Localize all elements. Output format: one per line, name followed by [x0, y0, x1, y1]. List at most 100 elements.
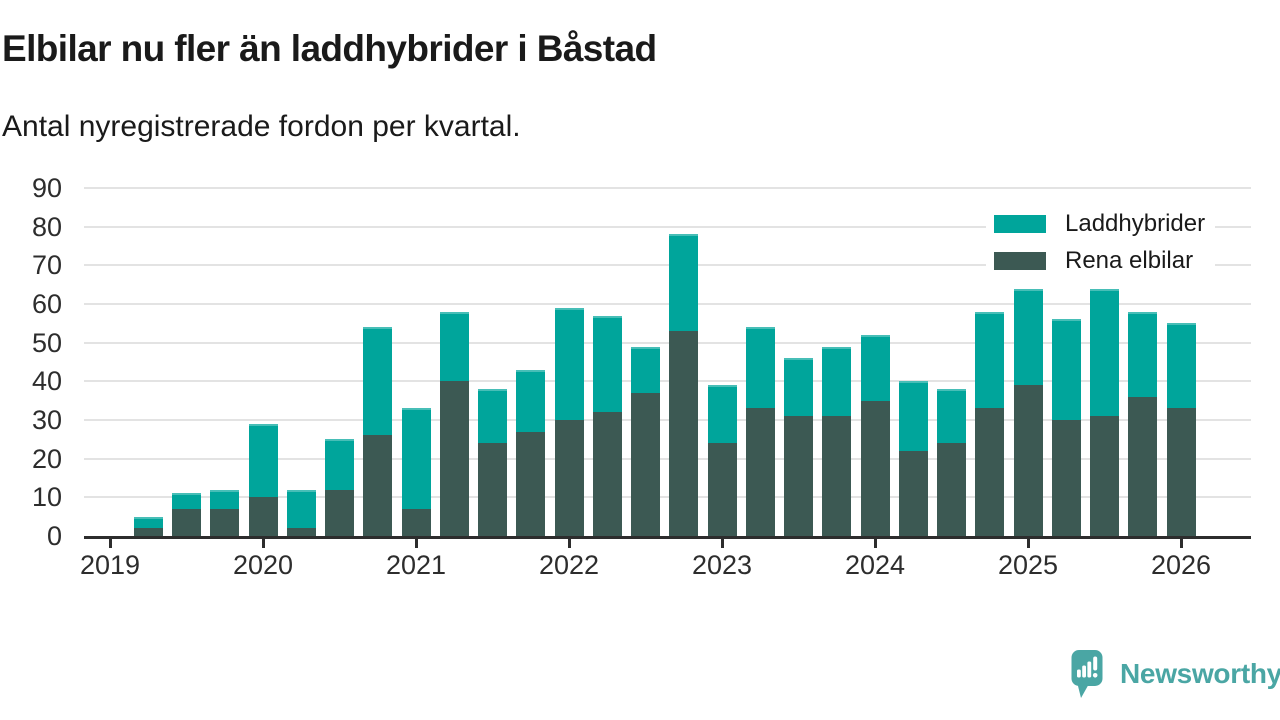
bar-segment-laddhybrider [554, 307, 584, 420]
bar-segment-laddhybrider [516, 369, 546, 432]
chart-subtitle: Antal nyregistrerade fordon per kvartal. [2, 110, 521, 143]
bar-segment-rena-elbilar [975, 408, 1005, 536]
bar-segment-laddhybrider [1051, 319, 1081, 420]
y-axis-label-50: 50 [31, 327, 62, 358]
gridline-10 [84, 496, 1251, 499]
gridline-70 [84, 264, 1251, 267]
x-axis-label-2023: 2023 [691, 550, 753, 580]
x-axis-label-2021: 2021 [385, 550, 447, 580]
x-axis-tick-2022 [567, 539, 571, 548]
y-axis-label-40: 40 [31, 366, 62, 397]
gridline-60 [84, 302, 1251, 305]
bar-segment-rena-elbilar [325, 489, 354, 536]
gridline-90 [84, 186, 1251, 189]
y-axis-label-20: 20 [31, 443, 62, 474]
bar-segment-rena-elbilar [516, 431, 546, 536]
legend-item-1: Rena elbilar [994, 247, 1205, 275]
bar-segment-laddhybrider [478, 389, 507, 444]
bar-segment-rena-elbilar [898, 450, 928, 536]
bar-segment-laddhybrider [937, 389, 966, 444]
x-axis-label-2026: 2026 [1150, 550, 1212, 580]
bar-segment-laddhybrider [898, 381, 928, 451]
y-axis-label-70: 70 [31, 250, 62, 281]
bar-segment-laddhybrider [172, 493, 201, 509]
y-axis-label-80: 80 [31, 211, 62, 242]
legend-label: Laddhybrider [1065, 210, 1206, 237]
bar-segment-rena-elbilar [363, 435, 393, 536]
x-axis-tick-2019 [108, 539, 112, 548]
bar-segment-laddhybrider [592, 315, 622, 413]
bar-segment-rena-elbilar [210, 508, 240, 536]
bar-segment-laddhybrider [975, 311, 1005, 409]
bar-segment-rena-elbilar [631, 392, 660, 536]
bar-segment-laddhybrider [1128, 311, 1158, 397]
x-axis-line [84, 536, 1251, 539]
bar-segment-rena-elbilar [592, 412, 622, 536]
x-axis-label-2025: 2025 [997, 550, 1059, 580]
gridline-80 [84, 225, 1251, 228]
y-axis-label-60: 60 [31, 288, 62, 319]
gridline-20 [84, 457, 1251, 460]
legend-swatch [994, 215, 1046, 233]
bar-segment-rena-elbilar [172, 508, 201, 536]
bar-segment-rena-elbilar [707, 443, 737, 536]
bar-segment-rena-elbilar [745, 408, 775, 536]
bar-segment-rena-elbilar [248, 497, 278, 536]
bar-segment-rena-elbilar [1090, 416, 1119, 536]
bar-segment-rena-elbilar [554, 419, 584, 536]
chart-title: Elbilar nu fler än laddhybrider i Båstad [2, 28, 657, 69]
bar-segment-rena-elbilar [286, 528, 316, 536]
bar-segment-laddhybrider [1090, 288, 1119, 417]
x-axis-label-2019: 2019 [79, 550, 141, 580]
x-axis-tick-2021 [414, 539, 418, 548]
chart-legend: Laddhybrider Rena elbilar [986, 204, 1216, 286]
bar-segment-laddhybrider [439, 311, 469, 382]
bar-segment-rena-elbilar [1128, 396, 1158, 536]
branding: Newsworthy [1071, 649, 1280, 699]
bar-segment-laddhybrider [363, 327, 393, 436]
bar-segment-rena-elbilar [439, 381, 469, 536]
bar-segment-laddhybrider [745, 327, 775, 409]
x-axis-tick-2024 [873, 539, 877, 548]
x-axis-label-2020: 2020 [232, 550, 294, 580]
bar-segment-laddhybrider [286, 489, 316, 529]
legend-item-0: Laddhybrider [994, 210, 1205, 238]
x-axis-tick-2025 [1026, 539, 1030, 548]
bar-segment-rena-elbilar [1051, 419, 1081, 536]
bar-segment-laddhybrider [784, 358, 813, 417]
bar-segment-laddhybrider [669, 234, 699, 332]
bar-segment-rena-elbilar [1013, 385, 1043, 536]
gridline-40 [84, 380, 1251, 383]
bar-segment-laddhybrider [860, 334, 890, 401]
bar-segment-laddhybrider [401, 408, 431, 509]
bar-segment-laddhybrider [631, 346, 660, 393]
bar-segment-rena-elbilar [860, 400, 890, 536]
bar-segment-laddhybrider [210, 489, 240, 509]
y-axis-label-0: 0 [46, 521, 62, 551]
bar-segment-rena-elbilar [822, 416, 852, 536]
bar-segment-laddhybrider [822, 346, 852, 417]
bar-segment-rena-elbilar [937, 443, 966, 536]
newsworthy-logo-icon [1071, 650, 1103, 698]
bar-segment-laddhybrider [707, 385, 737, 444]
y-axis-label-30: 30 [31, 404, 62, 435]
bar-segment-laddhybrider [248, 423, 278, 498]
bar-segment-rena-elbilar [669, 331, 699, 536]
x-axis-label-2022: 2022 [538, 550, 600, 580]
y-axis-label-10: 10 [31, 482, 62, 513]
x-axis-tick-2026 [1179, 539, 1183, 548]
x-axis-tick-2020 [261, 539, 265, 548]
bar-segment-rena-elbilar [784, 416, 813, 536]
bar-segment-laddhybrider [133, 516, 163, 529]
legend-swatch [994, 252, 1046, 270]
bar-segment-rena-elbilar [133, 528, 163, 536]
bar-segment-rena-elbilar [478, 443, 507, 536]
y-axis-label-90: 90 [31, 172, 62, 203]
gridline-50 [84, 341, 1251, 344]
gridline-30 [84, 418, 1251, 421]
bar-segment-laddhybrider [1166, 323, 1196, 409]
legend-label: Rena elbilar [1065, 247, 1194, 274]
bar-segment-rena-elbilar [1166, 408, 1196, 536]
bar-segment-laddhybrider [325, 439, 354, 490]
